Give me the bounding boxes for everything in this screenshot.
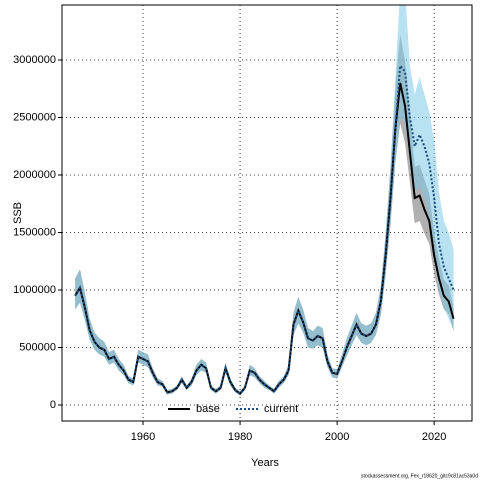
plot-frame [61,4,473,422]
series-line [74,63,455,395]
x-tick-label: 1980 [228,431,252,443]
confidence-band [75,5,454,396]
x-tick-label: 2020 [422,431,446,443]
x-tick-label: 2000 [325,431,349,443]
x-axis-label: Years [251,457,279,469]
footnote: stockassessment.org, Fex_r18620_gitc9c81… [361,473,478,479]
legend-label: current [264,403,298,415]
y-tick-label: 500000 [19,341,56,353]
y-tick-label: 2500000 [13,111,56,123]
y-tick-label: 1500000 [13,226,56,238]
y-tick-label: 2000000 [13,169,56,181]
y-tick-label: 0 [50,399,56,411]
x-tick-label: 1960 [131,431,155,443]
y-tick-label: 3000000 [13,54,56,66]
plot-area [74,5,455,396]
y-tick-label: 1000000 [13,284,56,296]
y-axis-label: SSB [12,202,24,224]
legend-label: base [196,403,220,415]
